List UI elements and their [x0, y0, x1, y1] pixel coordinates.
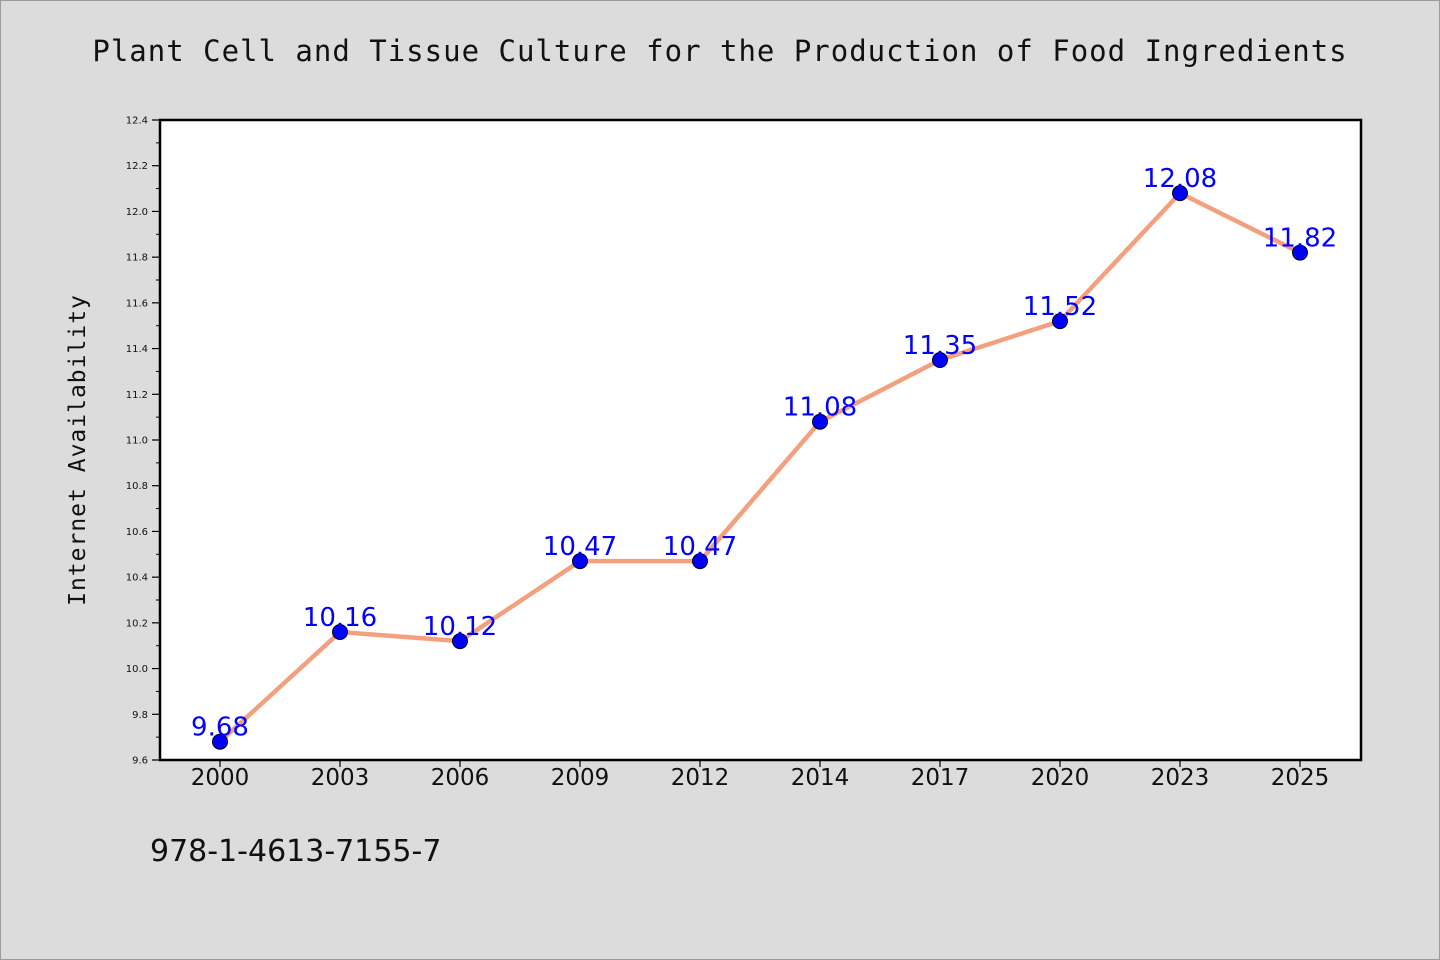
x-tick-label: 2025 [1271, 765, 1330, 791]
series-line [218, 190, 1301, 744]
chart-title: Plant Cell and Tissue Culture for the Pr… [92, 34, 1348, 68]
x-tick-label: 2014 [791, 765, 850, 791]
data-label: 11.08 [783, 393, 857, 423]
y-tick-label: 11.6 [126, 298, 148, 309]
y-tick-label: 10.0 [126, 664, 148, 675]
isbn-text: 978-1-4613-7155-7 [150, 834, 442, 869]
y-tick-label: 10.6 [126, 527, 148, 538]
data-label: 10.47 [543, 532, 617, 562]
data-label: 12.08 [1143, 164, 1217, 194]
data-label: 9.68 [191, 713, 249, 743]
data-label: 11.82 [1263, 224, 1337, 254]
y-tick-label: 11.8 [126, 253, 148, 264]
x-tick-label: 2003 [311, 765, 370, 791]
data-point [692, 553, 708, 570]
x-tick-label: 2012 [671, 765, 730, 791]
y-tick-label: 11.0 [126, 436, 148, 447]
data-point [452, 633, 468, 650]
data-label: 10.16 [303, 603, 377, 633]
data-point [572, 553, 588, 570]
data-point [1052, 313, 1068, 330]
y-tick-label: 11.2 [126, 390, 148, 401]
data-point [1292, 244, 1308, 261]
y-tick-label: 12.0 [126, 207, 148, 218]
data-label: 11.52 [1023, 292, 1097, 322]
x-tick-label: 2017 [911, 765, 970, 791]
data-label: 11.35 [903, 331, 977, 361]
data-point [1172, 185, 1188, 202]
y-tick-label: 10.2 [126, 618, 148, 629]
data-label: 10.47 [663, 532, 737, 562]
y-tick-label: 11.4 [126, 344, 148, 355]
x-tick-label: 2009 [551, 765, 610, 791]
x-tick-label: 2020 [1031, 765, 1090, 791]
data-point [212, 733, 228, 750]
y-tick-label: 9.8 [132, 710, 148, 721]
data-point [812, 413, 828, 430]
x-tick-label: 2006 [431, 765, 490, 791]
y-tick-label: 12.4 [126, 116, 148, 127]
data-point [932, 352, 948, 368]
data-label: 10.12 [423, 612, 497, 642]
x-tick-label: 2000 [191, 765, 250, 791]
x-tick-label: 2023 [1151, 765, 1210, 791]
plot-area [158, 118, 1363, 762]
y-tick-label: 12.2 [126, 161, 148, 172]
y-tick-label: 10.4 [126, 573, 148, 584]
y-tick-label: 10.8 [126, 481, 148, 492]
data-point [332, 624, 348, 640]
y-tick-label: 9.6 [132, 756, 148, 767]
